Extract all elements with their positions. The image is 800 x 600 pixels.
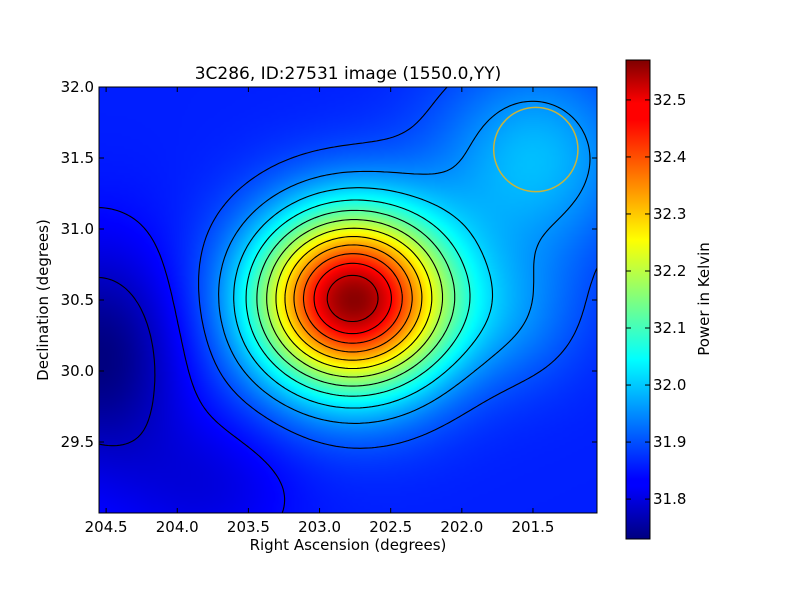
contour-line: [313, 262, 392, 335]
colorbar-tick-label: 32.4: [653, 148, 686, 166]
contour-line: [198, 87, 597, 449]
colorbar-gradient: [625, 59, 651, 540]
x-tick-label: 203.0: [298, 518, 341, 536]
colorbar-tick-label: 32.3: [653, 205, 686, 223]
colorbar-label: Power in Kelvin: [695, 242, 713, 356]
beam-circle: [492, 106, 579, 193]
colorbar-tick-label: 32.0: [653, 376, 686, 394]
contour-line: [218, 100, 591, 424]
contour-line: [233, 187, 494, 409]
x-axis-label: Right Ascension (degrees): [250, 536, 447, 554]
plot-area: [98, 86, 598, 514]
y-axis-label: Declination (degrees): [34, 219, 52, 381]
y-tick-label: 29.5: [61, 433, 94, 451]
colorbar: 31.8 31.9 32.0 32.1 32.2 32.3 32.4 32.5 Power i…: [625, 59, 713, 540]
contour-line: [275, 227, 433, 370]
x-tick-label: 202.0: [440, 518, 483, 536]
contour-line: [266, 219, 444, 378]
x-tick-label: 204.5: [85, 518, 128, 536]
contour-line: [284, 236, 423, 361]
contour-line: [256, 209, 456, 387]
y-tick-label: 31.5: [61, 149, 94, 167]
colorbar-tick-label: 31.9: [653, 433, 686, 451]
chart-title: 3C286, ID:27531 image (1550.0,YY): [195, 64, 502, 84]
colorbar-tick-label: 31.8: [653, 490, 686, 508]
y-axis: 29.5 30.0 30.5 31.0 31.5 32.0: [61, 78, 597, 451]
x-tick-label: 202.5: [369, 518, 412, 536]
colorbar-ticks: 31.8 31.9 32.0 32.1 32.2 32.3 32.4 32.5: [626, 91, 686, 508]
contour-line: [245, 199, 471, 397]
x-tick-label: 201.5: [511, 518, 554, 536]
colorbar-tick-label: 32.1: [653, 319, 686, 337]
contour-line: [302, 253, 403, 344]
colorbar-tick-label: 32.5: [653, 91, 686, 109]
contour-line: [326, 274, 379, 323]
y-tick-label: 30.0: [61, 362, 94, 380]
heatmap-image: [99, 87, 597, 513]
y-tick-label: 30.5: [61, 291, 94, 309]
colorbar-tick-label: 32.2: [653, 262, 686, 280]
contour-line: [293, 244, 413, 353]
contour-line: [99, 207, 286, 513]
x-tick-label: 204.0: [156, 518, 199, 536]
contour-lines: [99, 87, 597, 513]
y-tick-label: 32.0: [61, 78, 94, 96]
x-axis: 204.5 204.0 203.5 203.0 202.5 202.0 201.5: [85, 87, 554, 536]
contour-line: [99, 276, 156, 447]
y-tick-label: 31.0: [61, 220, 94, 238]
x-tick-label: 203.5: [227, 518, 270, 536]
